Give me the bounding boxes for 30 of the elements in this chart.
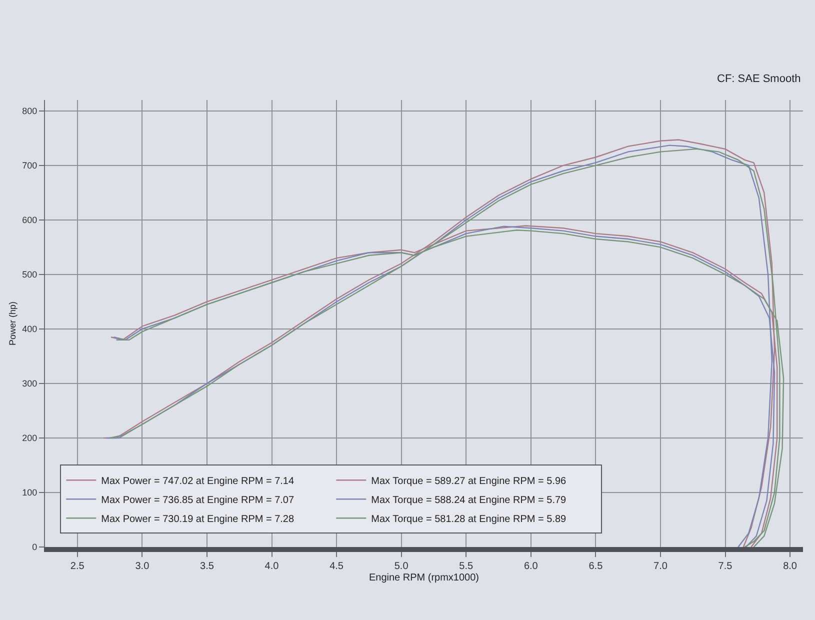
x-tick-label: 7.0 <box>654 561 668 572</box>
x-tick-label: 8.0 <box>783 561 798 572</box>
y-tick-label: 700 <box>22 160 38 171</box>
x-tick-label: 5.0 <box>394 561 409 572</box>
x-tick-label: 6.0 <box>524 561 538 572</box>
legend-label: Max Torque = 588.24 at Engine RPM = 5.79 <box>371 494 567 506</box>
y-tick-label: 0 <box>32 542 38 552</box>
y-tick-label: 200 <box>22 433 38 444</box>
x-tick-label: 6.5 <box>588 561 604 572</box>
y-tick-label: 800 <box>22 106 38 116</box>
y-tick-label: 100 <box>22 488 38 498</box>
text: CF: SAE Smooth <box>717 73 801 85</box>
x-tick-label: 2.5 <box>70 561 85 572</box>
x-tick-label: 4.5 <box>330 561 344 572</box>
y-tick-label: 500 <box>22 270 38 280</box>
legend-label: Max Torque = 589.27 at Engine RPM = 5.96 <box>371 476 567 487</box>
y-tick-label: 400 <box>22 324 38 334</box>
y-tick-label: 600 <box>22 215 38 226</box>
x-tick-label: 7.5 <box>718 561 733 572</box>
legend-label: Max Torque = 581.28 at Engine RPM = 5.89 <box>371 514 567 525</box>
y-axis-title: Power (hp) <box>8 301 18 346</box>
x-tick-label: 3.0 <box>135 561 150 572</box>
x-tick-label: 5.5 <box>459 561 474 572</box>
legend-label: Max Power = 736.85 at Engine RPM = 7.07 <box>101 494 294 506</box>
y-tick-label: 300 <box>22 378 38 389</box>
x-tick-label: 3.5 <box>200 561 214 572</box>
legend-label: Max Power = 747.02 at Engine RPM = 7.14 <box>101 476 294 487</box>
x-tick-label: 4.0 <box>264 561 280 572</box>
legend-label: Max Power = 730.19 at Engine RPM = 7.28 <box>101 514 294 525</box>
x-axis-title: Engine RPM (rpmx1000) <box>368 572 480 584</box>
